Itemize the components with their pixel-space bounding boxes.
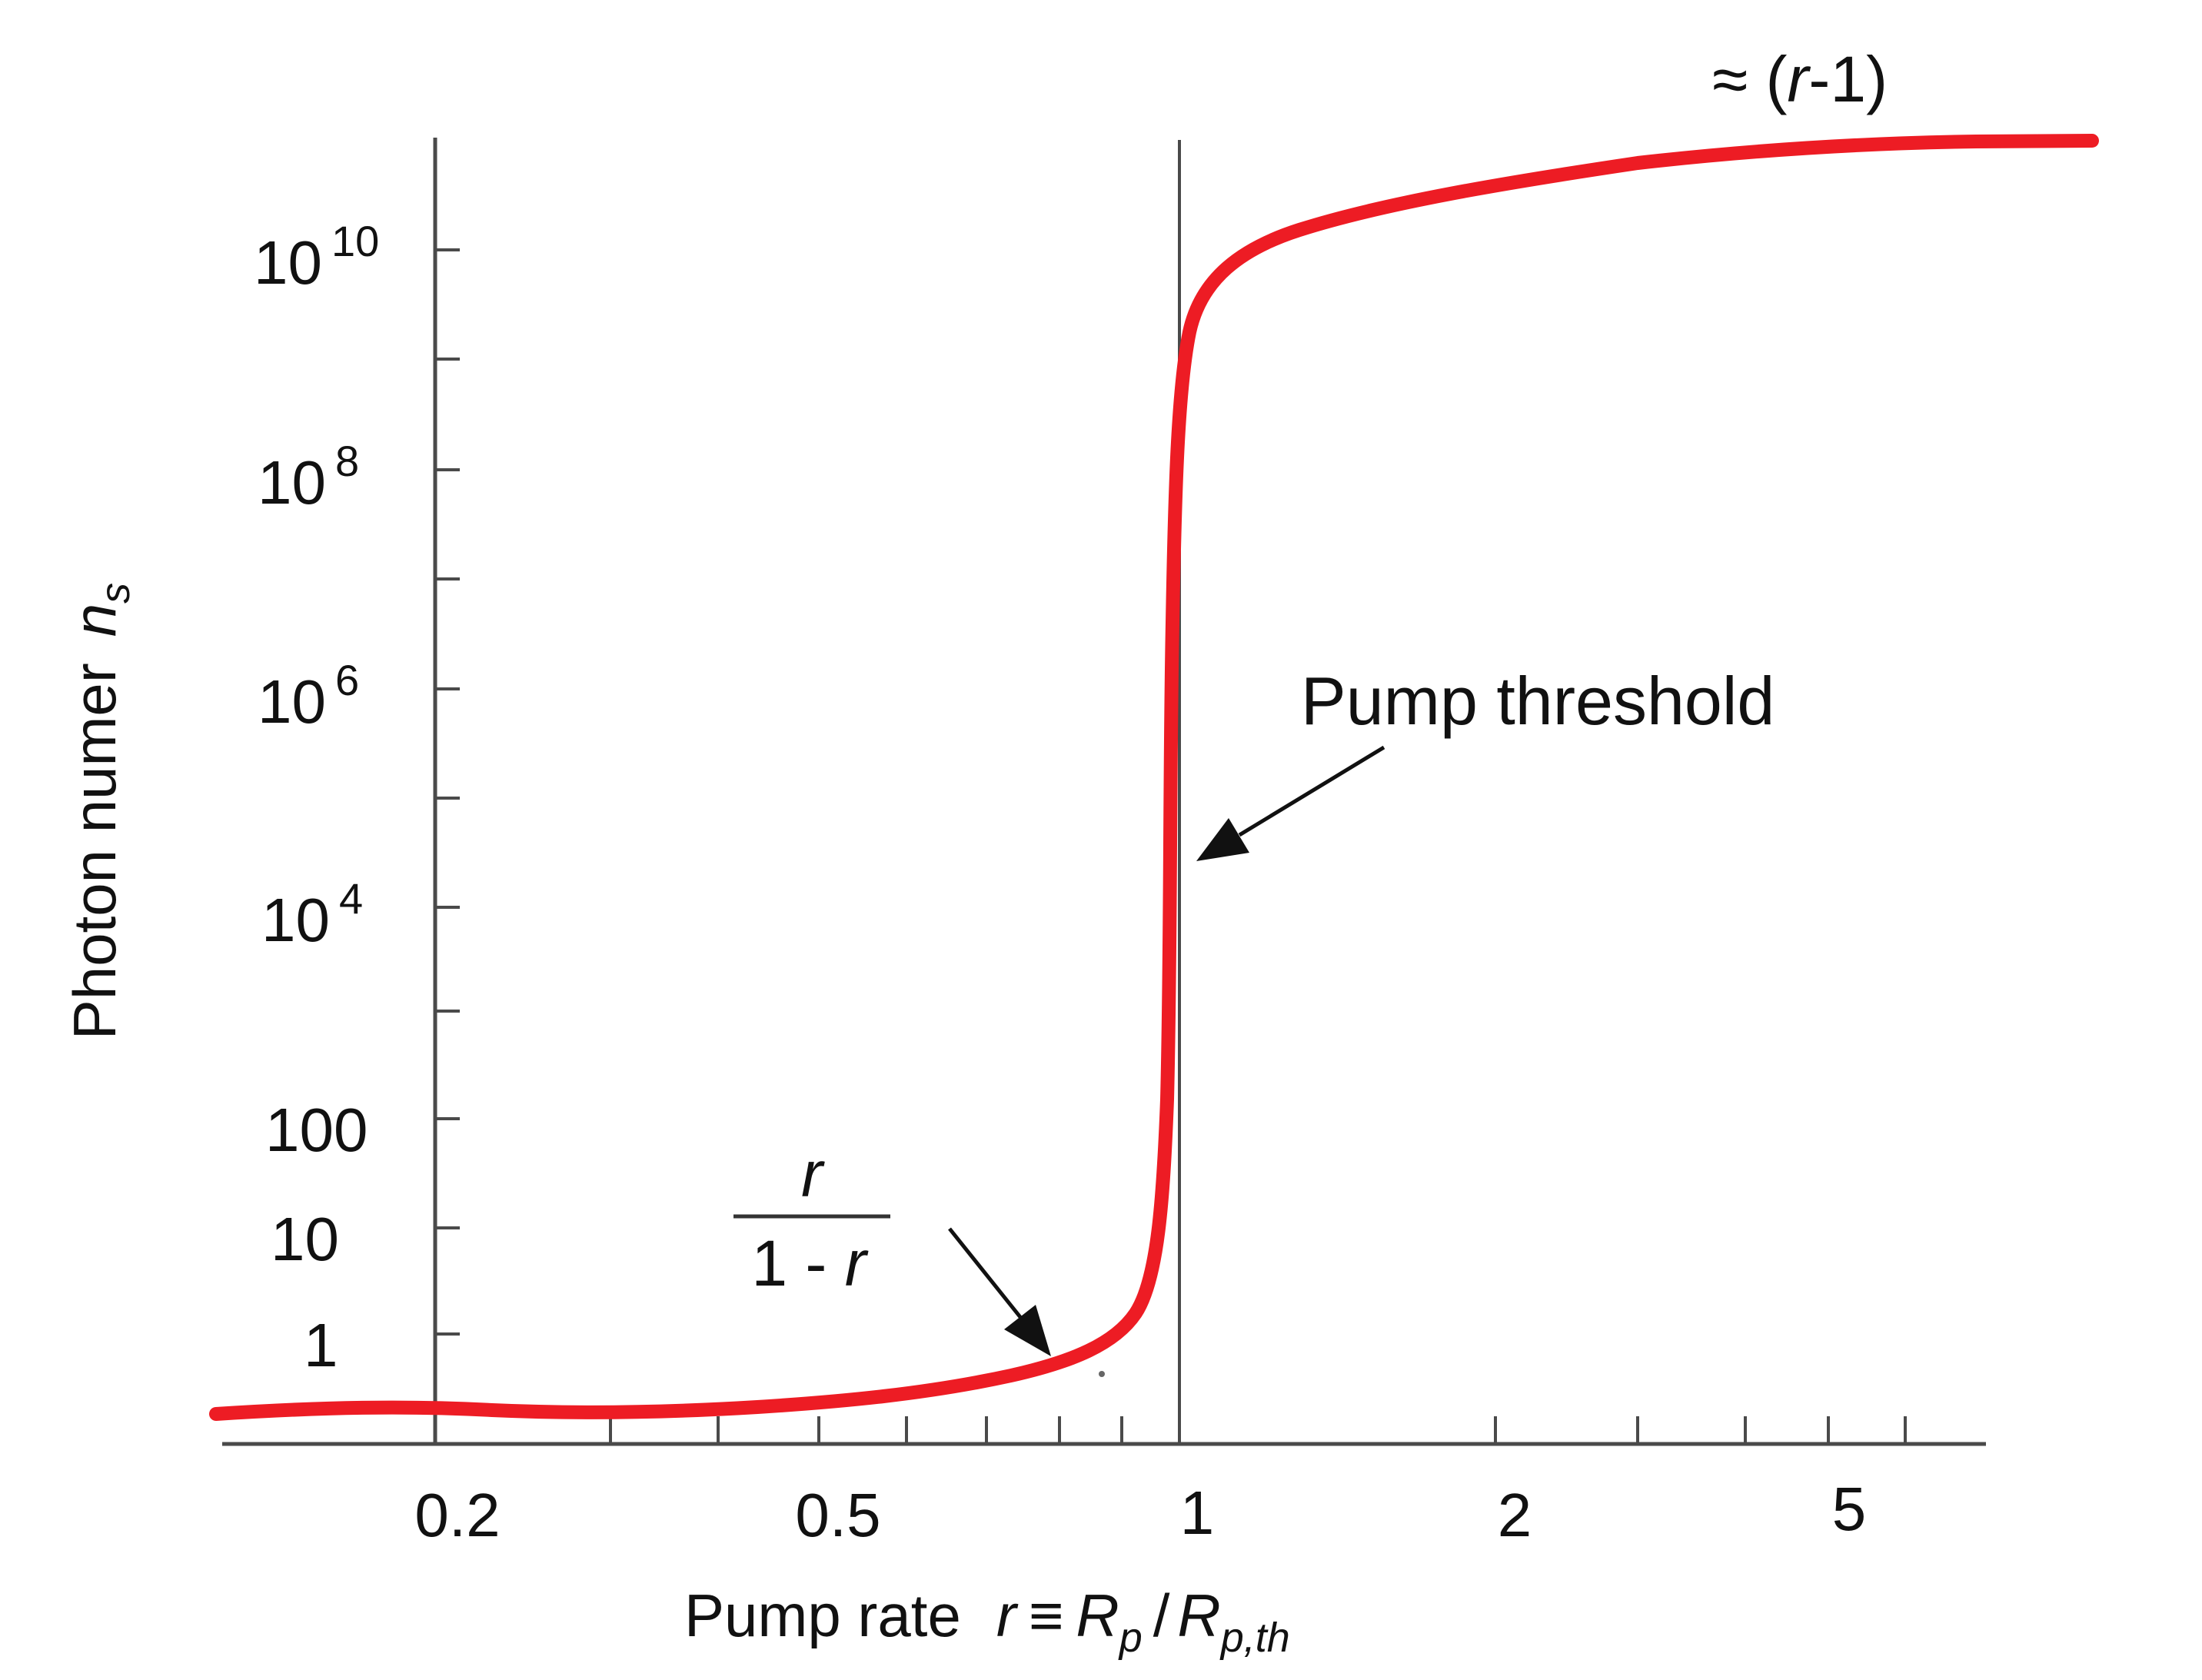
y-title-text: Photon numer <box>61 663 128 1040</box>
slash-symbol: / <box>1153 1582 1170 1649</box>
y-label-base: 10 <box>258 667 326 736</box>
y-title-var-sub: s <box>92 583 138 604</box>
y-tick-label-1: 1 <box>304 1311 338 1379</box>
photon-number-curve <box>209 134 2099 1421</box>
saturation-suffix: -1) <box>1808 43 1888 115</box>
x-tick-label-0.2: 0.2 <box>414 1481 500 1549</box>
y-label-exponent: 4 <box>339 874 363 923</box>
y-tick-label-1e6: 10 6 <box>258 656 359 736</box>
x-axis-title: Pump rate r ≡ Rp / Rp,th <box>684 1582 1290 1661</box>
arrow-head-icon <box>1196 818 1249 861</box>
x-tick-label-0.5: 0.5 <box>795 1481 880 1549</box>
y-label-base: 10 <box>258 448 326 517</box>
equiv-symbol: ≡ <box>1029 1582 1064 1649</box>
below-threshold-arrow <box>948 1227 1051 1356</box>
y-label-base: 10 <box>271 1205 339 1273</box>
saturation-var-r: r <box>1787 43 1811 115</box>
y-tick-label-1e10: 10 10 <box>254 217 379 297</box>
arrow-head-icon <box>1004 1305 1051 1356</box>
fraction-numerator: r <box>801 1138 825 1210</box>
fraction-den-text: 1 - <box>751 1227 844 1299</box>
x-title-text: Pump rate <box>684 1582 961 1649</box>
fraction-denominator: 1 - r <box>751 1227 868 1299</box>
y-label-exponent: 8 <box>335 437 359 485</box>
stray-dot <box>1099 1371 1105 1377</box>
y-label-exponent: 10 <box>331 217 379 265</box>
x-axis-ticks <box>609 1416 1907 1444</box>
y-axis-ticks <box>435 248 460 1336</box>
saturation-annotation: ≈ (r-1) <box>1712 43 1888 115</box>
y-axis-title: Photon numer ns <box>61 583 138 1040</box>
pump-threshold-label: Pump threshold <box>1301 663 1775 739</box>
x-title-var-r: r <box>996 1582 1019 1649</box>
x-title-Rpth: R <box>1177 1582 1220 1649</box>
x-tick-label-1: 1 <box>1180 1479 1215 1547</box>
x-title-Rp: R <box>1076 1582 1119 1649</box>
y-tick-label-100: 100 <box>265 1096 368 1164</box>
x-title-Rp-sub: p <box>1118 1615 1143 1661</box>
arrow-shaft <box>948 1227 1022 1319</box>
y-label-exponent: 6 <box>335 656 359 704</box>
x-tick-label-5: 5 <box>1832 1475 1867 1543</box>
y-label-base: 10 <box>261 886 330 954</box>
y-axis-tick-labels: 10 10 10 8 10 6 10 4 100 10 1 <box>254 217 379 1379</box>
y-title-var-n: n <box>61 604 128 637</box>
y-label-base: 1 <box>304 1311 338 1379</box>
below-threshold-fraction: r 1 - r <box>733 1138 890 1299</box>
arrow-shaft <box>1238 745 1385 837</box>
x-axis-tick-labels: 0.2 0.5 1 2 5 <box>414 1475 1866 1549</box>
y-tick-label-10: 10 <box>271 1205 339 1273</box>
x-title-Rpth-sub: p,th <box>1219 1615 1290 1661</box>
y-tick-label-1e8: 10 8 <box>258 437 359 517</box>
y-label-base: 10 <box>254 228 322 297</box>
y-tick-label-1e4: 10 4 <box>261 874 363 954</box>
approx-symbol: ≈ ( <box>1712 43 1787 115</box>
x-tick-label-2: 2 <box>1498 1481 1532 1549</box>
y-label-base: 100 <box>265 1096 368 1164</box>
fraction-den-var-r: r <box>845 1227 869 1299</box>
pump-threshold-arrow <box>1196 745 1385 861</box>
